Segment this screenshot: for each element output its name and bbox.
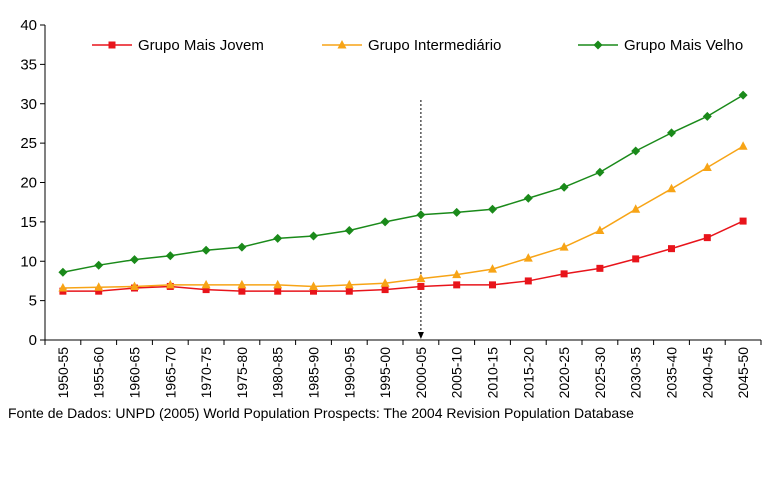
marker (523, 253, 533, 262)
x-tick-label: 2005-10 (449, 347, 465, 399)
marker (130, 255, 139, 265)
marker (452, 207, 462, 217)
marker (668, 245, 675, 253)
marker (559, 182, 569, 192)
y-tick-label: 25 (20, 135, 37, 152)
marker (417, 282, 425, 290)
marker (738, 141, 748, 150)
series-line (62, 145, 744, 289)
marker (703, 234, 711, 242)
marker (631, 204, 641, 213)
marker (58, 267, 68, 277)
marker (702, 111, 712, 121)
marker (273, 279, 283, 289)
marker (309, 231, 318, 241)
source-note: Fonte de Dados: UNPD (2005) World Popula… (8, 405, 634, 421)
legend-label: Grupo Mais Velho (624, 37, 743, 54)
x-tick-label: 1975-80 (234, 347, 250, 399)
marker (667, 128, 676, 138)
marker (524, 277, 532, 285)
marker (108, 41, 116, 49)
x-tick-label: 1950-55 (55, 347, 71, 399)
marker (345, 287, 353, 295)
marker (738, 90, 748, 100)
marker (488, 264, 497, 273)
marker (238, 287, 246, 295)
marker (94, 282, 104, 291)
marker (380, 278, 390, 287)
x-tick-label: 2015-20 (520, 347, 536, 399)
marker (453, 281, 461, 289)
x-tick-label: 2020-25 (556, 347, 572, 399)
x-tick-label: 1995-00 (377, 347, 393, 399)
x-tick-label: 2000-05 (413, 347, 429, 399)
legend-label: Grupo Mais Jovem (138, 37, 264, 54)
marker (596, 264, 604, 272)
marker (344, 279, 354, 289)
marker (595, 225, 605, 235)
x-tick-label: 1985-90 (306, 347, 322, 399)
marker (237, 242, 247, 252)
x-tick-label: 2025-30 (592, 347, 608, 399)
marker (165, 279, 175, 289)
marker (58, 283, 68, 292)
marker (667, 183, 676, 193)
marker (344, 226, 354, 236)
marker (274, 287, 282, 295)
marker (130, 281, 139, 290)
marker (337, 40, 347, 49)
x-tick-label: 2045-50 (735, 347, 751, 399)
reference-arrow (417, 332, 424, 339)
x-tick-label: 1960-65 (127, 347, 143, 399)
y-tick-label: 15 (20, 214, 37, 231)
marker (488, 204, 497, 214)
y-tick-label: 10 (20, 253, 37, 270)
marker (595, 167, 605, 177)
x-tick-label: 1955-60 (91, 347, 107, 399)
y-tick-label: 35 (20, 56, 37, 73)
marker (452, 269, 462, 279)
marker (201, 245, 211, 255)
marker (201, 279, 211, 289)
marker (631, 146, 641, 156)
marker (739, 217, 747, 225)
marker (559, 242, 569, 251)
marker (309, 281, 318, 290)
x-tick-label: 2030-35 (628, 347, 644, 399)
marker (702, 162, 712, 172)
marker (94, 260, 104, 270)
y-tick-label: 0 (29, 332, 37, 349)
chart: 0 5 10 15 20 25 30 35 40 1950-55 1955-60 1960-65 196… (20, 17, 762, 399)
x-tick-label: 2035-40 (664, 347, 680, 399)
marker (560, 270, 568, 278)
x-tick-label: 1990-95 (341, 347, 357, 399)
marker (632, 255, 640, 263)
marker (380, 217, 390, 227)
marker (489, 281, 496, 289)
marker (523, 193, 533, 203)
y-tick-label: 5 (29, 293, 37, 310)
y-tick-label: 40 (20, 17, 37, 34)
x-tick-label: 1965-70 (162, 347, 178, 399)
marker (381, 286, 389, 294)
marker (273, 233, 283, 243)
x-tick-label: 1970-75 (198, 347, 214, 399)
series-line (62, 94, 744, 274)
marker (237, 279, 247, 289)
marker (165, 251, 175, 261)
series-line (62, 220, 744, 292)
x-tick-label: 1980-85 (270, 347, 286, 399)
legend-label: Grupo Intermediário (368, 37, 501, 54)
x-tick-label: 2010-15 (485, 347, 501, 399)
y-tick-label: 20 (20, 175, 37, 192)
marker (416, 210, 426, 220)
x-tick-label: 2040-45 (699, 347, 715, 399)
marker (593, 40, 603, 50)
y-tick-label: 30 (20, 96, 37, 113)
marker (416, 273, 426, 283)
